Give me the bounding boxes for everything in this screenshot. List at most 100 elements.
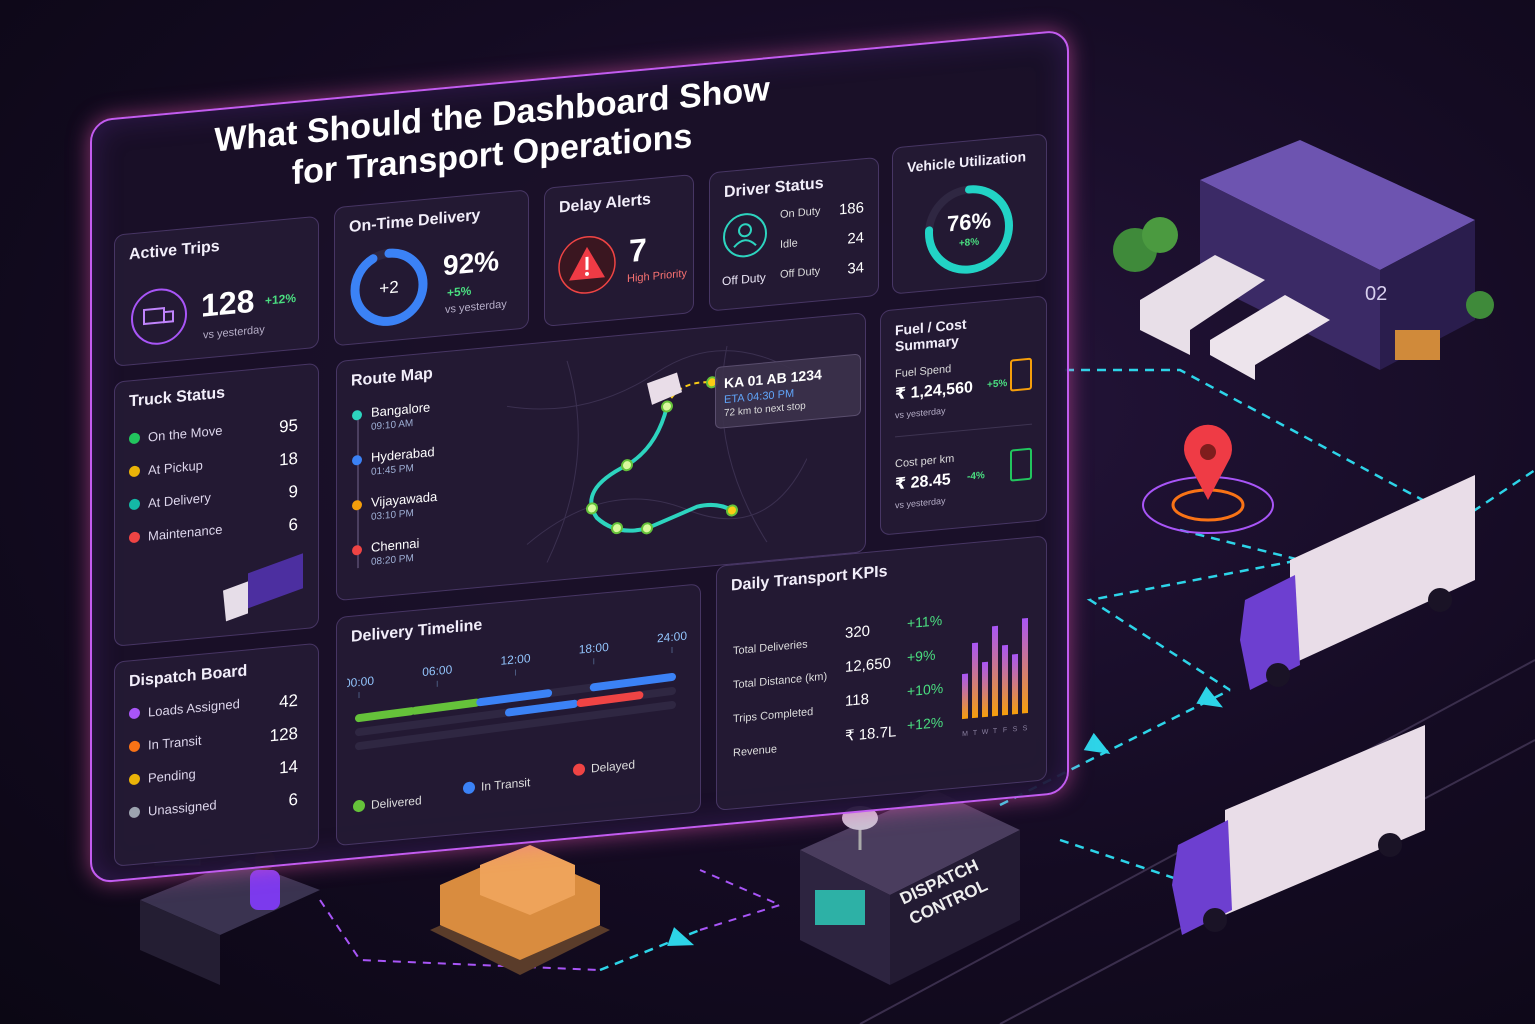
status-label: Loads Assigned xyxy=(148,696,240,720)
timeline-bar xyxy=(411,698,481,715)
time-tick-label: 12:00 xyxy=(500,651,530,668)
route-line xyxy=(999,688,1231,807)
status-row: Maintenance 6 xyxy=(129,514,304,550)
status-label: Unassigned xyxy=(148,797,217,819)
arrow xyxy=(1083,732,1111,754)
arrows xyxy=(667,686,1223,946)
route-point xyxy=(726,504,738,517)
truck-cab xyxy=(1240,575,1300,690)
kpi-label: Total Distance (km) xyxy=(733,670,828,692)
metric-change: +12% xyxy=(265,290,297,308)
route-point xyxy=(641,522,653,535)
legend-label: Delayed xyxy=(591,757,635,775)
truck xyxy=(1140,255,1265,355)
fuel-label: Cost per km xyxy=(895,452,955,471)
card-title: Active Trips xyxy=(129,237,220,264)
gauge: +2 xyxy=(350,248,428,326)
status-row: Loads Assigned 42 xyxy=(129,690,304,726)
alert-dot xyxy=(585,271,589,276)
on-time-card: On-Time Delivery +2 92% +5% vs yesterday xyxy=(334,189,529,347)
kpi-value: 12,650 xyxy=(845,654,891,676)
kpi-label: Trips Completed xyxy=(733,705,814,726)
stop-name: Hyderabad xyxy=(371,444,435,465)
route-point xyxy=(621,459,633,472)
card-title: Vehicle Utilization xyxy=(907,148,1027,176)
boxes xyxy=(430,845,610,975)
status-label: At Pickup xyxy=(148,457,203,478)
fuel-value: ₹ 1,24,560 xyxy=(895,379,973,404)
route-line xyxy=(1065,368,1535,522)
driver-icon xyxy=(723,213,767,258)
stop-time: 03:10 PM xyxy=(371,507,414,523)
status-dot xyxy=(129,432,140,445)
building-side xyxy=(890,830,1020,985)
tree xyxy=(1142,217,1178,253)
status-dot xyxy=(129,707,140,720)
gauge-arc xyxy=(925,185,1013,274)
status-dot xyxy=(129,531,140,544)
desk-front xyxy=(140,900,220,985)
status-dot xyxy=(129,498,140,511)
kpi-bar xyxy=(972,642,978,719)
driver-status-card: Driver Status Off Duty On Duty 186 Idle 24 O… xyxy=(709,156,879,312)
icon-ring xyxy=(723,213,767,258)
timeline: 00:00 06:00 12:00 18:00 24:00 Delivered In Tra… xyxy=(347,629,687,813)
status-row: Pending 14 xyxy=(129,756,304,792)
row-label: On Duty xyxy=(780,205,821,221)
stop-name: Chennai xyxy=(371,535,420,555)
route-line xyxy=(1086,528,1301,692)
legend-label: Delivered xyxy=(371,793,422,812)
dashboard-panel: What Should the Dashboard Show for Trans… xyxy=(90,29,1069,885)
pin-hole xyxy=(1200,444,1216,460)
route-line xyxy=(1059,838,1181,882)
status-value: 128 xyxy=(269,723,298,746)
card-title: Delay Alerts xyxy=(559,190,651,217)
crates xyxy=(1395,330,1440,360)
row-label: Idle xyxy=(780,237,798,251)
status-label: At Delivery xyxy=(148,489,211,511)
kpi-day: F xyxy=(1003,727,1007,734)
dispatch-building: DISPATCH CONTROL xyxy=(800,790,1020,985)
row-value: 186 xyxy=(838,199,864,219)
status-value: 6 xyxy=(288,514,298,535)
truck-status-card: Truck Status On the Move 95 At Pickup 18 At … xyxy=(114,362,319,647)
window xyxy=(815,890,865,925)
truck-trailer xyxy=(1290,475,1475,665)
truck-large xyxy=(1240,475,1475,690)
card-title: Driver Status xyxy=(724,174,824,202)
metric-value: 128 xyxy=(201,282,255,324)
kpi-value: ₹ 18.7L xyxy=(845,723,897,745)
legend-swatch xyxy=(353,800,365,813)
timeline-bar xyxy=(589,672,676,692)
kpi-label: Total Deliveries xyxy=(733,638,808,658)
status-dot xyxy=(129,806,140,819)
row-value: 34 xyxy=(847,259,864,278)
stop-time: 09:10 AM xyxy=(371,418,414,433)
card-title: Fuel / Cost Summary xyxy=(895,315,967,355)
time-tick-label: 06:00 xyxy=(422,662,452,679)
wheel xyxy=(1203,908,1227,932)
stop-name: Bangalore xyxy=(371,399,431,420)
kpi-value: 118 xyxy=(845,690,869,710)
route-point xyxy=(611,522,623,535)
fuel-note: vs yesterday xyxy=(895,405,946,421)
kpi-change: +10% xyxy=(907,679,944,700)
building-roof xyxy=(800,790,1020,895)
stop-time: 08:20 PM xyxy=(371,552,414,568)
wheel xyxy=(1428,588,1452,612)
kpi-day: T xyxy=(973,730,978,737)
stop-dot xyxy=(352,409,362,421)
kpi-value: 320 xyxy=(845,622,871,642)
map-truck xyxy=(647,372,682,405)
gauge-label: 92% xyxy=(443,245,500,282)
vehicle-info: KA 01 AB 1234 ETA 04:30 PM 72 km to next… xyxy=(715,353,861,430)
vehicle-utilization-card: Vehicle Utilization 76% +8% xyxy=(892,133,1047,295)
lane-track xyxy=(355,700,676,751)
stop-dot xyxy=(352,454,362,466)
truck-cab xyxy=(1172,820,1232,935)
kpi-bar xyxy=(1002,644,1008,716)
row-value: 24 xyxy=(847,229,864,248)
truck-large xyxy=(1172,725,1425,935)
pin xyxy=(1184,424,1232,500)
